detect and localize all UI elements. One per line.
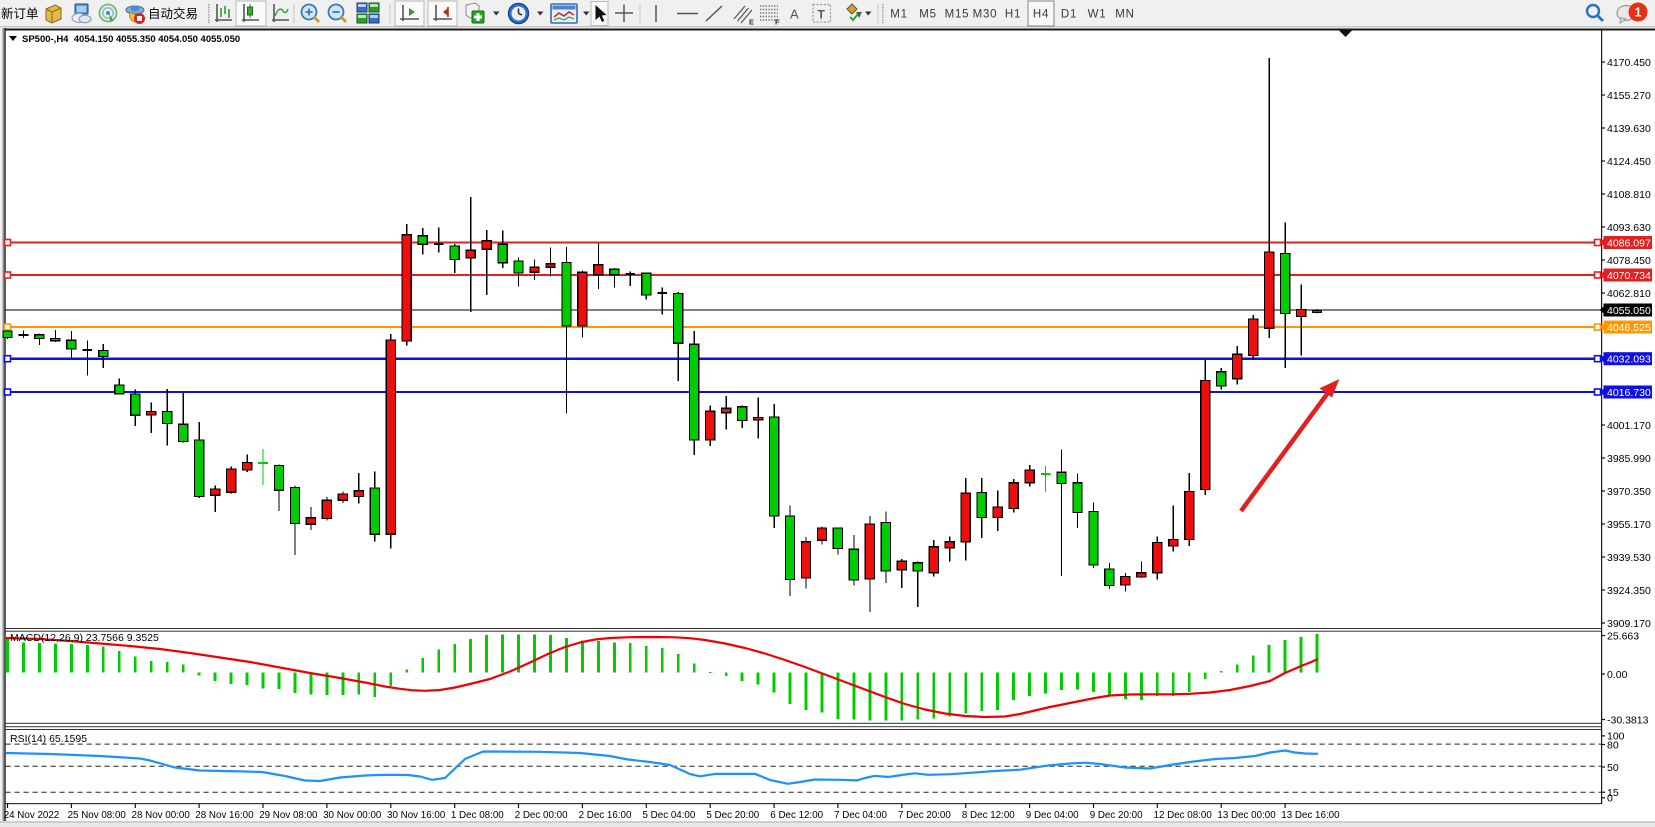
svg-text:4170.450: 4170.450 bbox=[1607, 57, 1651, 69]
svg-text:3924.350: 3924.350 bbox=[1607, 585, 1651, 597]
svg-text:6 Dec 12:00: 6 Dec 12:00 bbox=[770, 810, 823, 821]
svg-text:A: A bbox=[790, 7, 799, 22]
svg-text:4093.630: 4093.630 bbox=[1607, 222, 1651, 234]
svg-text:4016.730: 4016.730 bbox=[1607, 387, 1651, 399]
svg-text:5 Dec 04:00: 5 Dec 04:00 bbox=[643, 810, 696, 821]
svg-text:13 Dec 00:00: 13 Dec 00:00 bbox=[1217, 810, 1276, 821]
svg-text:自动交易: 自动交易 bbox=[148, 6, 198, 21]
svg-text:4086.097: 4086.097 bbox=[1607, 237, 1651, 249]
svg-text:0: 0 bbox=[1607, 793, 1613, 805]
svg-text:25.663: 25.663 bbox=[1607, 630, 1639, 642]
svg-text:5 Dec 20:00: 5 Dec 20:00 bbox=[706, 810, 759, 821]
svg-text:15: 15 bbox=[1607, 787, 1619, 799]
svg-text:4155.270: 4155.270 bbox=[1607, 90, 1651, 102]
svg-text:4055.050: 4055.050 bbox=[1607, 305, 1651, 317]
svg-text:1 Dec 08:00: 1 Dec 08:00 bbox=[451, 810, 504, 821]
svg-text:2 Dec 16:00: 2 Dec 16:00 bbox=[579, 810, 632, 821]
svg-text:29 Nov 08:00: 29 Nov 08:00 bbox=[259, 810, 318, 821]
svg-text:4062.810: 4062.810 bbox=[1607, 288, 1651, 300]
svg-text:50: 50 bbox=[1607, 762, 1619, 774]
svg-text:9 Dec 04:00: 9 Dec 04:00 bbox=[1026, 810, 1079, 821]
svg-text:13 Dec 16:00: 13 Dec 16:00 bbox=[1281, 810, 1340, 821]
svg-text:M30: M30 bbox=[973, 9, 998, 21]
svg-text:28 Nov 16:00: 28 Nov 16:00 bbox=[195, 810, 254, 821]
svg-text:MACD(12,26,9) 23.7566 9.3525: MACD(12,26,9) 23.7566 9.3525 bbox=[10, 632, 159, 644]
svg-text:4070.734: 4070.734 bbox=[1607, 270, 1651, 282]
svg-text:8 Dec 12:00: 8 Dec 12:00 bbox=[962, 810, 1015, 821]
svg-text:3955.170: 3955.170 bbox=[1607, 519, 1651, 531]
svg-text:M5: M5 bbox=[919, 9, 937, 21]
svg-text:3985.990: 3985.990 bbox=[1607, 453, 1651, 465]
svg-text:30 Nov 00:00: 30 Nov 00:00 bbox=[323, 810, 382, 821]
svg-text:28 Nov 00:00: 28 Nov 00:00 bbox=[132, 810, 191, 821]
svg-text:7 Dec 04:00: 7 Dec 04:00 bbox=[834, 810, 887, 821]
svg-text:F: F bbox=[775, 18, 780, 27]
svg-text:3909.170: 3909.170 bbox=[1607, 618, 1651, 630]
svg-text:100: 100 bbox=[1607, 731, 1625, 743]
svg-text:4001.170: 4001.170 bbox=[1607, 420, 1651, 432]
svg-text:3939.530: 3939.530 bbox=[1607, 552, 1651, 564]
svg-text:9 Dec 20:00: 9 Dec 20:00 bbox=[1090, 810, 1143, 821]
svg-text:-30.3813: -30.3813 bbox=[1607, 714, 1649, 726]
svg-text:4078.450: 4078.450 bbox=[1607, 255, 1651, 267]
svg-text:25 Nov 08:00: 25 Nov 08:00 bbox=[68, 810, 127, 821]
svg-text:W1: W1 bbox=[1088, 9, 1107, 21]
svg-text:0.00: 0.00 bbox=[1607, 669, 1628, 681]
svg-text:30 Nov 16:00: 30 Nov 16:00 bbox=[387, 810, 446, 821]
svg-text:1: 1 bbox=[1634, 5, 1641, 20]
svg-text:D1: D1 bbox=[1061, 9, 1077, 21]
svg-text:M1: M1 bbox=[890, 9, 908, 21]
svg-text:4046.525: 4046.525 bbox=[1607, 322, 1651, 334]
svg-text:4032.093: 4032.093 bbox=[1607, 354, 1651, 366]
svg-text:E: E bbox=[749, 18, 754, 27]
svg-text:H4: H4 bbox=[1033, 9, 1049, 21]
svg-text:2 Dec 00:00: 2 Dec 00:00 bbox=[515, 810, 568, 821]
svg-text:H1: H1 bbox=[1005, 9, 1021, 21]
svg-text:4108.810: 4108.810 bbox=[1607, 189, 1651, 201]
svg-text:T: T bbox=[818, 8, 826, 22]
svg-text:新订单: 新订单 bbox=[1, 6, 39, 21]
svg-text:3970.350: 3970.350 bbox=[1607, 486, 1651, 498]
svg-text:MN: MN bbox=[1115, 9, 1135, 21]
svg-text:80: 80 bbox=[1607, 739, 1619, 751]
svg-text:4124.450: 4124.450 bbox=[1607, 156, 1651, 168]
svg-text:RSI(14) 65.1595: RSI(14) 65.1595 bbox=[10, 733, 87, 745]
svg-text:SP500-,H4 4054.150 4055.350 4: SP500-,H4 4054.150 4055.350 4054.050 405… bbox=[22, 34, 240, 45]
svg-text:7 Dec 20:00: 7 Dec 20:00 bbox=[898, 810, 951, 821]
svg-text:4139.630: 4139.630 bbox=[1607, 123, 1651, 135]
svg-text:12 Dec 08:00: 12 Dec 08:00 bbox=[1154, 810, 1213, 821]
svg-text:24 Nov 2022: 24 Nov 2022 bbox=[4, 810, 60, 821]
svg-text:M15: M15 bbox=[945, 9, 970, 21]
